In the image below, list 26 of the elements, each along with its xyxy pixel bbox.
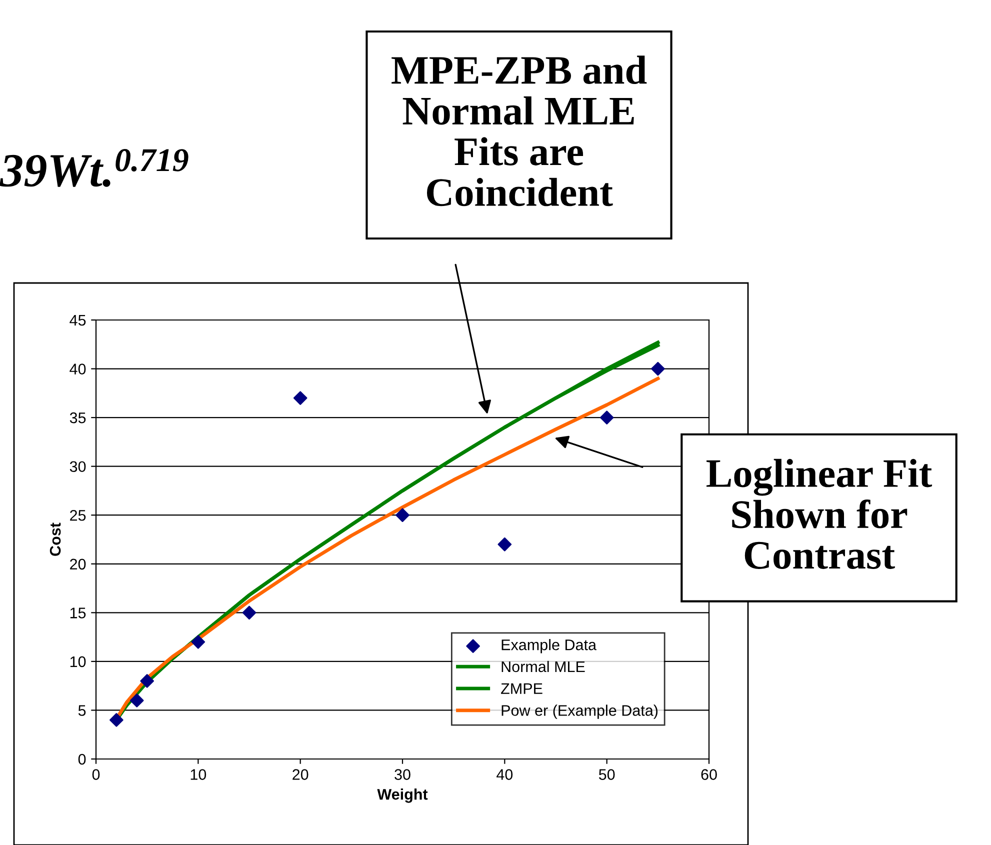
x-tick-label: 50	[598, 769, 615, 780]
x-tick-label: 30	[394, 769, 410, 780]
legend-label: Normal MLE	[502, 660, 585, 672]
y-tick-label: 40	[70, 364, 86, 374]
y-tick-label: 30	[70, 461, 86, 472]
x-tick-label: 60	[701, 769, 717, 780]
y-tick-label: 20	[70, 558, 86, 570]
y-tick-label: 45	[70, 315, 86, 326]
legend-label: ZMPE	[501, 683, 542, 694]
y-tick-label: 10	[70, 656, 86, 668]
legend-label: Example Data	[502, 639, 597, 654]
x-axis-title: Weight	[377, 788, 428, 803]
text: 39Wt.$^{0.719}$	[0, 149, 188, 187]
y-tick-label: 35	[70, 412, 86, 424]
y-tick-label: 5	[78, 705, 86, 716]
y-tick-label: 15	[70, 608, 86, 618]
x-tick-label: 0	[92, 769, 100, 780]
y-tick-label: 25	[70, 510, 86, 521]
annotation: Loglinear Fit Shown for Contrast	[706, 458, 932, 569]
text: MPE-ZPB and Normal MLE Fits are Coincident	[392, 56, 647, 206]
x-tick-label: 20	[292, 769, 308, 780]
x-tick-label: 40	[496, 769, 513, 780]
y-axis-title: Cost	[50, 522, 61, 556]
y-tick-label: 0	[78, 754, 86, 765]
legend-label: Pow er (Example Data)	[502, 704, 658, 719]
x-tick-label: 10	[190, 769, 206, 780]
